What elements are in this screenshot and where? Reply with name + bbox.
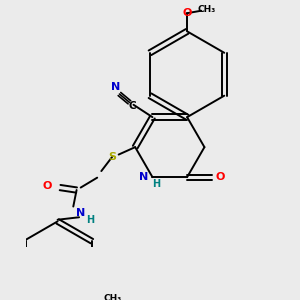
Text: N: N — [76, 208, 85, 218]
Text: N: N — [139, 172, 148, 182]
Text: O: O — [42, 181, 52, 191]
Text: O: O — [182, 8, 192, 18]
Text: N: N — [111, 82, 120, 92]
Text: S: S — [108, 152, 116, 162]
Text: CH₃: CH₃ — [198, 4, 216, 14]
Text: H: H — [152, 179, 161, 189]
Text: C: C — [128, 101, 136, 111]
Text: O: O — [215, 172, 225, 182]
Text: H: H — [86, 215, 95, 225]
Text: CH₃: CH₃ — [103, 294, 122, 300]
